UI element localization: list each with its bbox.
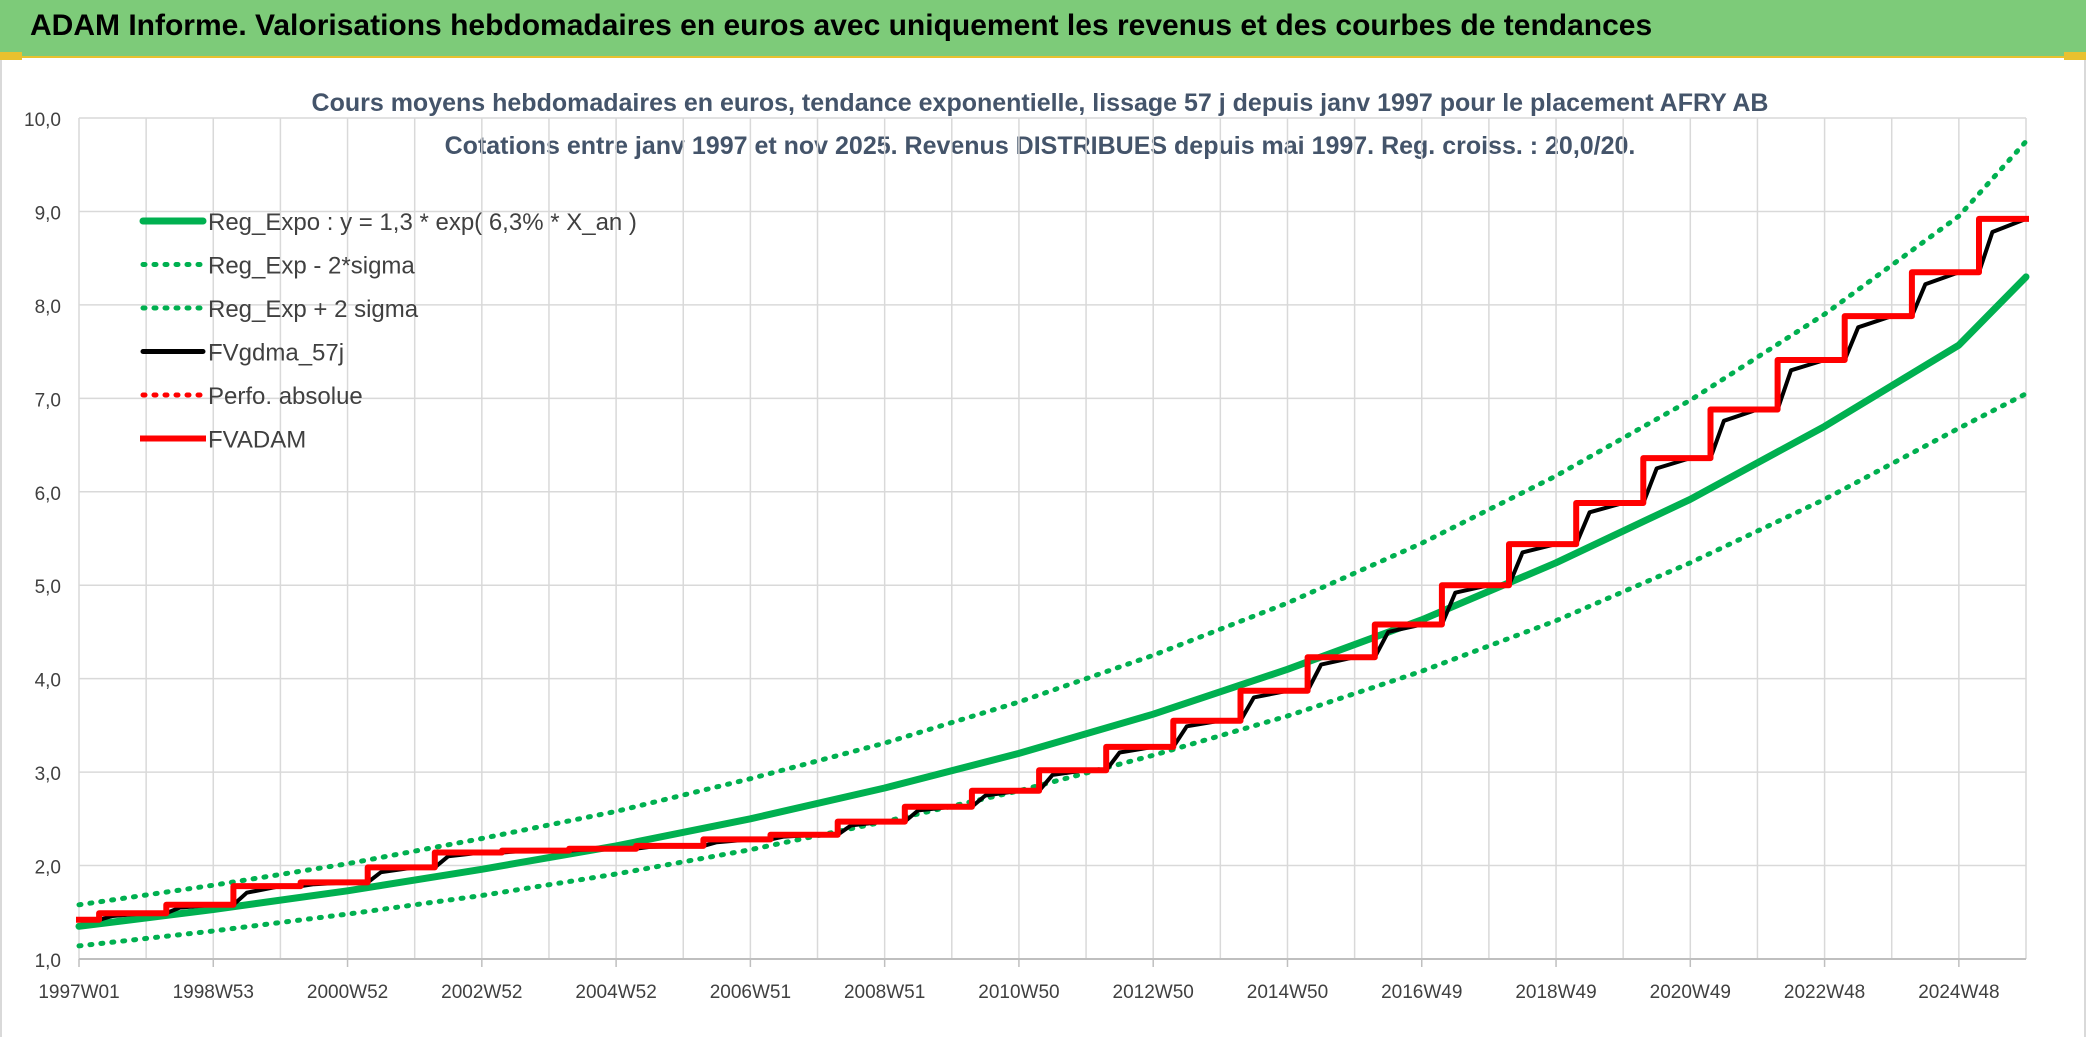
x-tick-label: 2016W49	[1381, 982, 1462, 1003]
x-tick-label: 2006W51	[710, 982, 791, 1003]
legend-label-1: Reg_Exp - 2*sigma	[208, 253, 415, 280]
x-tick-label: 2012W50	[1113, 982, 1194, 1003]
series-line-0	[75, 273, 2030, 930]
grid	[78, 117, 2027, 959]
axes: 1,0 2,0 3,0 4,0 5,0 6,0 7,0 8,0 9,0 10,0 1997W01 19…	[24, 110, 2026, 1003]
banner-corner-right	[2064, 52, 2086, 60]
x-tick-label: 2024W48	[1918, 982, 1999, 1003]
x-tick-label: 2000W52	[307, 982, 388, 1003]
legend-label-5: FVADAM	[208, 427, 306, 454]
chart-subtitle: Cotations entre janv 1997 et nov 2025. R…	[445, 132, 1636, 160]
y-tick-label: 2,0	[35, 858, 61, 879]
report-title: ADAM Informe. Valorisations hebdomadaire…	[30, 9, 1653, 42]
series-line-5	[76, 215, 2029, 923]
series-group	[75, 138, 2030, 949]
chart-frame	[0, 60, 2086, 1037]
y-tick-label: 8,0	[35, 297, 61, 318]
legend-label-4: Perfo. absolue	[208, 383, 363, 410]
x-tick-label: 2020W49	[1650, 982, 1731, 1003]
x-tick-label: 2002W52	[441, 982, 522, 1003]
x-tick-label: 2004W52	[575, 982, 656, 1003]
x-tick-label: 2022W48	[1784, 982, 1865, 1003]
y-tick-label: 6,0	[35, 484, 61, 505]
x-tick-label: 2018W49	[1515, 982, 1596, 1003]
legend-label-3: FVgdma_57j	[208, 340, 344, 367]
legend-label-0: Reg_Expo : y = 1,3 * exp( 6,3% * X_an )	[208, 209, 637, 236]
series-line-2	[76, 138, 2029, 908]
y-tick-label: 1,0	[35, 951, 61, 972]
x-tick-label: 1997W01	[38, 982, 119, 1003]
y-tick-label: 10,0	[24, 110, 61, 131]
banner-corner-left	[0, 52, 22, 60]
chart-title: Cours moyens hebdomadaires en euros, ten…	[312, 89, 1769, 117]
x-tick-label: 2014W50	[1247, 982, 1328, 1003]
legend-label-2: Reg_Exp + 2 sigma	[208, 296, 419, 323]
y-tick-label: 7,0	[35, 390, 61, 411]
y-tick-label: 9,0	[35, 203, 61, 224]
x-tick-label: 2008W51	[844, 982, 925, 1003]
x-tick-label: 1998W53	[173, 982, 254, 1003]
x-tick-label: 2010W50	[978, 982, 1059, 1003]
series-line-3	[77, 216, 2028, 922]
legend: Reg_Expo : y = 1,3 * exp( 6,3% * X_an ) R…	[139, 209, 637, 454]
y-tick-label: 3,0	[35, 764, 61, 785]
report-banner: ADAM Informe. Valorisations hebdomadaire…	[0, 0, 2086, 58]
y-tick-label: 5,0	[35, 577, 61, 598]
y-tick-label: 4,0	[35, 671, 61, 692]
